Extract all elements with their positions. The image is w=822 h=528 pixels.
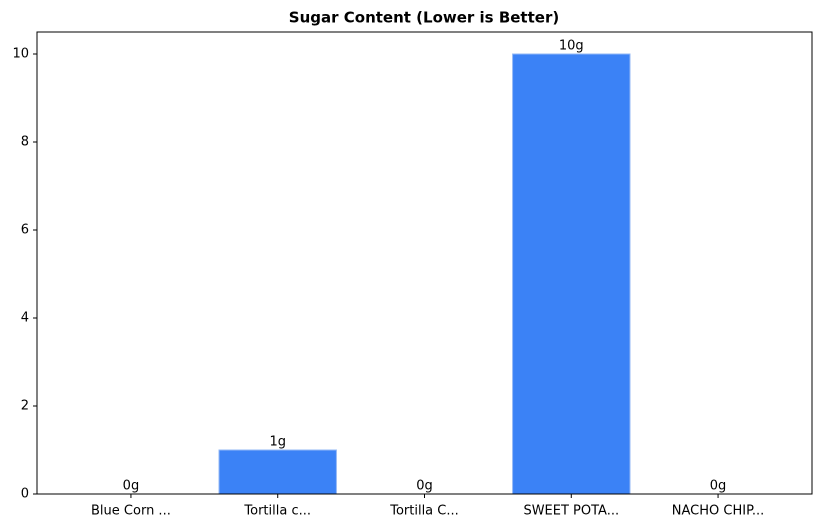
y-tick-label: 4 bbox=[21, 311, 29, 326]
x-tick-label: Blue Corn ... bbox=[91, 504, 171, 519]
chart-title: Sugar Content (Lower is Better) bbox=[289, 9, 559, 27]
y-tick-label: 0 bbox=[21, 487, 29, 502]
value-label: 0g bbox=[710, 479, 727, 494]
y-tick-label: 8 bbox=[21, 135, 29, 150]
value-label: 1g bbox=[269, 435, 286, 450]
bar bbox=[218, 449, 337, 495]
plot-frame bbox=[36, 31, 813, 495]
x-tick-label: SWEET POTA... bbox=[523, 504, 619, 519]
y-tick-label: 6 bbox=[21, 223, 29, 238]
value-label: 10g bbox=[559, 39, 584, 54]
value-label: 0g bbox=[123, 479, 140, 494]
x-tick-label: Tortilla c... bbox=[243, 504, 311, 519]
value-label: 0g bbox=[416, 479, 433, 494]
y-tick-label: 2 bbox=[21, 399, 29, 414]
bar bbox=[512, 53, 631, 495]
y-tick-label: 10 bbox=[12, 47, 29, 62]
x-tick-label: NACHO CHIP... bbox=[672, 504, 765, 519]
x-tick-label: Tortilla C... bbox=[389, 504, 459, 519]
